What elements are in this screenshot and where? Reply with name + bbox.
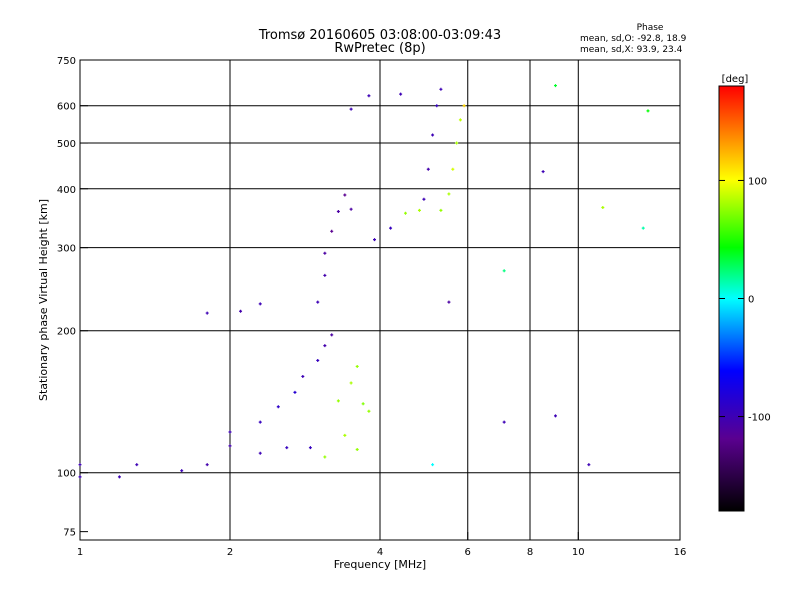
y-tick-label: 500 bbox=[57, 139, 76, 150]
data-point bbox=[389, 226, 393, 230]
x-tick-label: 10 bbox=[572, 547, 585, 558]
data-point bbox=[355, 364, 359, 368]
chart-title: Tromsø 20160605 03:08:00-03:09:43 bbox=[258, 28, 501, 43]
data-point bbox=[78, 463, 82, 467]
data-point bbox=[276, 405, 280, 409]
data-point bbox=[323, 251, 327, 255]
data-point bbox=[228, 444, 232, 448]
data-point bbox=[462, 104, 466, 108]
data-point bbox=[439, 87, 443, 91]
data-point bbox=[641, 226, 645, 230]
data-point bbox=[403, 211, 407, 215]
x-tick-label: 1 bbox=[77, 547, 83, 558]
data-point bbox=[399, 92, 403, 96]
x-tick-label: 2 bbox=[227, 547, 233, 558]
x-axis-label: Frequency [MHz] bbox=[334, 558, 426, 571]
data-point bbox=[78, 475, 82, 479]
data-point bbox=[646, 109, 650, 113]
colorbar-tick-label: 100 bbox=[748, 176, 767, 187]
phase-legend-o: mean, sd,O: -92.8, 18.9 bbox=[580, 34, 687, 44]
data-point bbox=[293, 390, 297, 394]
y-tick-label: 600 bbox=[57, 102, 76, 113]
x-tick-label: 16 bbox=[674, 547, 687, 558]
data-point bbox=[316, 300, 320, 304]
data-point bbox=[367, 409, 371, 413]
data-point bbox=[336, 209, 340, 213]
colorbar: [deg] 100 0 -100 bbox=[718, 74, 771, 512]
colorbar-tick-label: -100 bbox=[748, 413, 771, 424]
data-point bbox=[417, 208, 421, 212]
data-point bbox=[373, 238, 377, 242]
data-point bbox=[361, 402, 365, 406]
data-point bbox=[308, 446, 312, 450]
data-point bbox=[323, 455, 327, 459]
data-point bbox=[336, 399, 340, 403]
data-point bbox=[330, 333, 334, 337]
data-point bbox=[502, 420, 506, 424]
data-point bbox=[180, 469, 184, 473]
x-tick-label: 6 bbox=[465, 547, 471, 558]
plot-area: 1 2 4 6 10 16 8 75 100 200 300 400 500 600 750 bbox=[57, 56, 686, 558]
data-point bbox=[205, 463, 209, 467]
data-point bbox=[349, 381, 353, 385]
data-point bbox=[239, 309, 243, 313]
data-point bbox=[301, 374, 305, 378]
x-axis: 1 2 4 6 10 16 8 bbox=[77, 532, 687, 558]
phase-legend-x: mean, sd,X: 93.9, 23.4 bbox=[580, 45, 683, 55]
data-point bbox=[553, 414, 557, 418]
data-point bbox=[451, 167, 455, 171]
data-point bbox=[228, 430, 232, 434]
data-point bbox=[117, 475, 121, 479]
data-point bbox=[135, 463, 139, 467]
data-point bbox=[205, 311, 209, 315]
colorbar-tick-label: 0 bbox=[748, 295, 754, 306]
data-point bbox=[587, 463, 591, 467]
y-tick-label: 300 bbox=[57, 244, 76, 255]
colorbar-ticks: 100 0 -100 bbox=[719, 176, 771, 424]
data-point bbox=[258, 302, 262, 306]
data-point bbox=[439, 208, 443, 212]
data-point bbox=[426, 167, 430, 171]
data-point bbox=[458, 118, 462, 122]
data-point bbox=[343, 433, 347, 437]
data-point bbox=[435, 104, 439, 108]
y-tick-label: 400 bbox=[57, 185, 76, 196]
data-point bbox=[343, 193, 347, 197]
data-point bbox=[502, 269, 506, 273]
data-point bbox=[601, 206, 605, 210]
y-tick-label: 750 bbox=[57, 56, 76, 67]
data-point bbox=[285, 446, 289, 450]
data-point bbox=[447, 300, 451, 304]
gridlines bbox=[80, 60, 680, 540]
data-point bbox=[330, 229, 334, 233]
phase-legend-heading: Phase bbox=[637, 23, 664, 33]
data-point bbox=[323, 273, 327, 277]
chart-subtitle: RwPretec (8p) bbox=[334, 41, 425, 56]
data-point bbox=[541, 170, 545, 174]
y-axis: 75 100 200 300 400 500 600 750 bbox=[57, 56, 88, 539]
y-axis-label: Stationary phase Virtual Height [km] bbox=[37, 199, 50, 401]
y-tick-label: 75 bbox=[63, 528, 76, 539]
data-point bbox=[447, 192, 451, 196]
data-point bbox=[422, 197, 426, 201]
data-point bbox=[323, 344, 327, 348]
data-point bbox=[367, 94, 371, 98]
data-point bbox=[258, 420, 262, 424]
data-points bbox=[78, 84, 650, 479]
x-tick-label: 4 bbox=[377, 547, 383, 558]
y-tick-label: 100 bbox=[57, 469, 76, 480]
x-tick-label: 8 bbox=[527, 547, 533, 558]
data-point bbox=[355, 447, 359, 451]
data-point bbox=[316, 358, 320, 362]
data-point bbox=[455, 141, 459, 145]
data-point bbox=[349, 107, 353, 111]
colorbar-label: [deg] bbox=[722, 74, 749, 85]
y-tick-label: 200 bbox=[57, 327, 76, 338]
data-point bbox=[431, 463, 435, 467]
data-point bbox=[431, 133, 435, 137]
data-point bbox=[349, 207, 353, 211]
data-point bbox=[553, 84, 557, 88]
data-point bbox=[258, 451, 262, 455]
